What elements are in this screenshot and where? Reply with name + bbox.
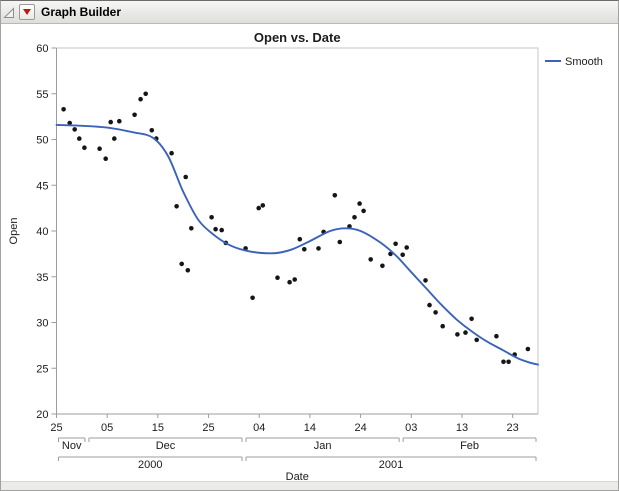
x-tick-label: 03 xyxy=(405,422,417,434)
data-point[interactable] xyxy=(179,261,184,267)
data-point[interactable] xyxy=(332,193,338,198)
y-tick-label: 45 xyxy=(36,180,48,192)
data-point[interactable] xyxy=(393,241,398,247)
data-point[interactable] xyxy=(361,208,366,214)
x-month-label: Dec xyxy=(156,440,176,452)
data-point[interactable] xyxy=(143,91,148,97)
data-point[interactable] xyxy=(287,279,292,285)
y-tick-label: 25 xyxy=(36,363,48,375)
data-point[interactable] xyxy=(469,316,474,322)
x-month-label: Nov xyxy=(62,440,82,452)
window-footer xyxy=(1,481,618,490)
chart-title: Open vs. Date xyxy=(254,30,341,45)
x-tick-label: 15 xyxy=(152,422,164,434)
x-month-label: Jan xyxy=(314,440,332,452)
x-axis-title: Date xyxy=(286,471,309,483)
plot-area[interactable] xyxy=(56,47,539,415)
red-triangle-icon xyxy=(23,9,31,15)
legend-label: Smooth xyxy=(565,56,603,68)
x-axis[interactable]: 25 05 15 25 04 14 24 03 13 23 Nov Dec Jan Feb 2000 2001… xyxy=(50,414,537,483)
data-point[interactable] xyxy=(67,120,72,126)
outline-header: Graph Builder xyxy=(1,1,618,24)
y-tick-label: 30 xyxy=(36,318,48,330)
data-point[interactable] xyxy=(138,96,143,102)
data-point[interactable] xyxy=(112,136,117,141)
legend: Smooth xyxy=(545,56,603,68)
data-point[interactable] xyxy=(108,119,113,125)
data-point[interactable] xyxy=(103,156,108,161)
data-point[interactable] xyxy=(185,268,191,273)
data-point[interactable] xyxy=(132,112,137,118)
data-point[interactable] xyxy=(260,203,266,208)
data-point[interactable] xyxy=(368,257,374,262)
data-point[interactable] xyxy=(219,227,224,233)
y-tick-label: 60 xyxy=(36,43,48,55)
x-tick-label: 25 xyxy=(50,422,62,434)
data-point[interactable] xyxy=(440,323,446,329)
data-point[interactable] xyxy=(117,118,122,124)
data-point[interactable] xyxy=(404,245,410,250)
data-point[interactable] xyxy=(61,107,66,112)
data-point[interactable] xyxy=(506,359,511,365)
y-tick-label: 50 xyxy=(36,135,48,147)
x-year-label: 2000 xyxy=(138,459,162,471)
scatter-points xyxy=(61,91,531,365)
data-point[interactable] xyxy=(423,278,428,283)
y-axis-title: Open xyxy=(8,218,20,245)
data-point[interactable] xyxy=(474,337,480,343)
data-point[interactable] xyxy=(400,252,406,258)
outline-title: Graph Builder xyxy=(41,5,122,19)
data-point[interactable] xyxy=(316,246,321,251)
data-point[interactable] xyxy=(494,333,499,339)
data-point[interactable] xyxy=(337,239,343,245)
data-point[interactable] xyxy=(82,145,87,150)
x-tick-label: 25 xyxy=(202,422,214,434)
y-tick-label: 55 xyxy=(36,89,48,101)
data-point[interactable] xyxy=(250,295,255,301)
x-tick-label: 23 xyxy=(507,422,519,434)
y-tick-label: 35 xyxy=(36,272,48,284)
data-point[interactable] xyxy=(433,310,438,315)
data-point[interactable] xyxy=(525,346,531,352)
data-point[interactable] xyxy=(72,127,77,132)
data-point[interactable] xyxy=(256,205,261,211)
x-tick-label: 24 xyxy=(354,422,366,434)
data-point[interactable] xyxy=(463,330,468,335)
data-point[interactable] xyxy=(183,174,188,180)
data-point[interactable] xyxy=(297,236,303,242)
data-point[interactable] xyxy=(380,263,385,269)
data-point[interactable] xyxy=(302,247,307,252)
red-triangle-menu-button[interactable] xyxy=(19,4,35,20)
x-year-label: 2001 xyxy=(379,459,403,471)
data-point[interactable] xyxy=(427,302,432,308)
x-tick-label: 13 xyxy=(456,422,468,434)
data-point[interactable] xyxy=(169,150,174,156)
data-point[interactable] xyxy=(149,128,155,133)
data-point[interactable] xyxy=(209,215,214,220)
x-tick-label: 14 xyxy=(304,422,316,434)
data-point[interactable] xyxy=(357,201,362,206)
data-point[interactable] xyxy=(292,277,298,282)
data-point[interactable] xyxy=(455,332,460,337)
smooth-line xyxy=(55,123,539,366)
x-tick-label: 05 xyxy=(101,422,113,434)
data-point[interactable] xyxy=(97,146,102,151)
data-point[interactable] xyxy=(501,359,506,365)
y-tick-label: 40 xyxy=(36,226,48,238)
x-tick-label: 04 xyxy=(253,422,265,434)
data-point[interactable] xyxy=(275,275,280,281)
data-point[interactable] xyxy=(352,215,357,220)
data-point[interactable] xyxy=(189,226,194,231)
data-point[interactable] xyxy=(77,136,82,141)
legend-item-smooth[interactable]: Smooth xyxy=(545,56,603,68)
x-month-label: Feb xyxy=(460,440,479,452)
data-point[interactable] xyxy=(213,226,218,232)
data-point[interactable] xyxy=(174,204,179,209)
y-tick-label: 20 xyxy=(36,409,48,421)
y-axis[interactable]: 60 55 50 45 40 35 30 25 20 Open xyxy=(8,43,57,421)
disclosure-triangle-icon[interactable] xyxy=(3,5,15,19)
